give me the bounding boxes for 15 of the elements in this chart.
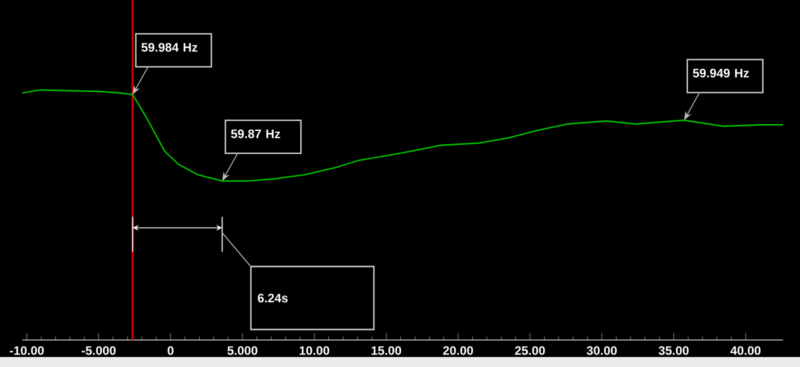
x-tick-label: 25.00: [515, 346, 545, 355]
annotation: 59.984 Hz: [141, 43, 198, 52]
x-tick-label: -5.000: [82, 346, 116, 355]
x-tick-label: 15.00: [372, 346, 402, 355]
annotation: 59.87 Hz: [231, 130, 280, 138]
x-tick-label: 40.00: [730, 346, 761, 355]
x-tick-label: 0: [168, 346, 174, 355]
x-tick-label: 20.00: [443, 346, 473, 355]
annotation: 59.949 Hz: [692, 68, 749, 78]
x-tick-label: 30.00: [586, 346, 617, 355]
x-tick-label: 5.000: [227, 346, 258, 355]
x-tick-label: 35.00: [658, 346, 689, 355]
x-tick-label: -10.00: [10, 346, 44, 355]
x-tick-label: 10.00: [300, 346, 330, 355]
annotation: 6.24s: [258, 294, 288, 302]
